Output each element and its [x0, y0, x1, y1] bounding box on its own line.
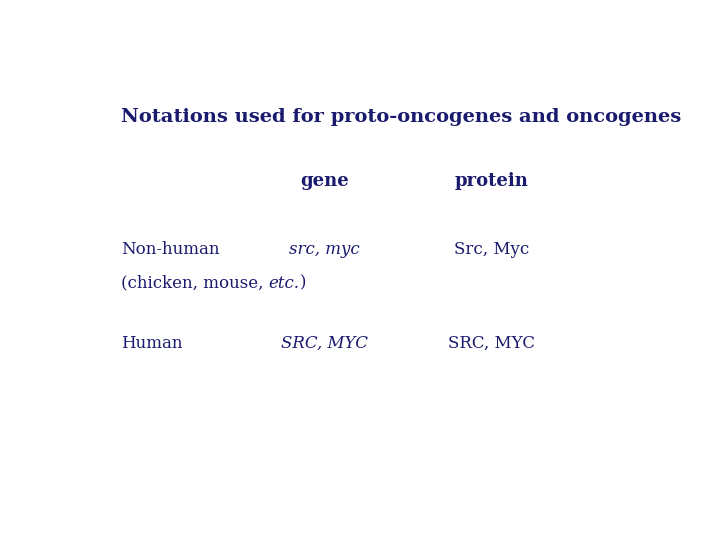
Text: etc.: etc. [269, 275, 300, 292]
Text: Src, Myc: Src, Myc [454, 241, 529, 258]
Text: protein: protein [455, 172, 528, 190]
Text: SRC, MYC: SRC, MYC [281, 335, 368, 352]
Text: Non-human: Non-human [121, 241, 219, 258]
Text: ): ) [300, 275, 306, 292]
Text: src, myc: src, myc [289, 241, 360, 258]
Text: (chicken, mouse,: (chicken, mouse, [121, 275, 269, 292]
Text: Human: Human [121, 335, 182, 352]
Text: gene: gene [300, 172, 348, 190]
Text: SRC, MYC: SRC, MYC [449, 335, 535, 352]
Text: Notations used for proto-oncogenes and oncogenes: Notations used for proto-oncogenes and o… [121, 109, 681, 126]
